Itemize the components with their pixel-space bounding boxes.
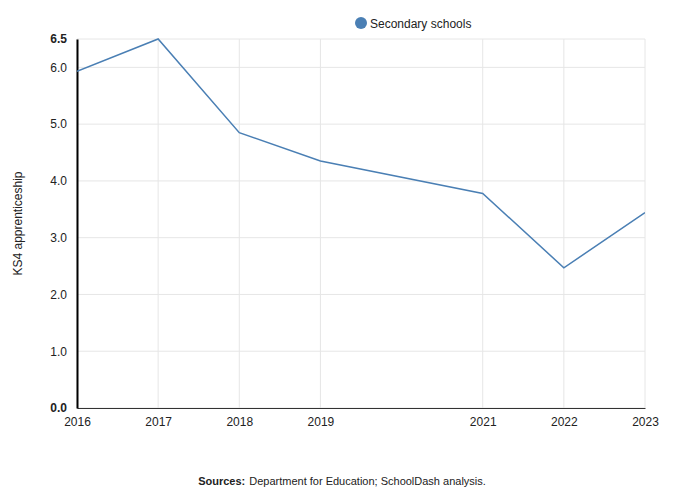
- y-tick-label: 4.0: [50, 174, 67, 188]
- y-tick-label: 1.0: [50, 345, 67, 359]
- x-tick: 2016: [64, 408, 91, 429]
- y-tick: 3.0: [50, 231, 77, 245]
- y-tick: 6.5: [50, 32, 77, 46]
- series-line: [77, 39, 645, 268]
- source-label: Sources:: [198, 475, 245, 487]
- y-tick: 0.0: [50, 401, 77, 415]
- x-tick-label: 2018: [226, 415, 253, 429]
- x-axis: 2016 2017 2018 2019 2021 2022 2023: [64, 408, 659, 429]
- grid-line: [77, 180, 645, 181]
- plot-area: [77, 39, 645, 268]
- grid-line: [158, 39, 159, 408]
- y-tick: 1.0: [50, 345, 77, 359]
- x-tick-label: 2019: [308, 415, 335, 429]
- y-tick-label: 2.0: [50, 288, 67, 302]
- y-tick-label: 6.0: [50, 61, 67, 75]
- grid: [77, 39, 645, 408]
- x-tick: 2021: [470, 408, 497, 429]
- grid-line: [77, 408, 645, 409]
- grid-line: [77, 294, 645, 295]
- grid-line: [239, 39, 240, 408]
- grid-line: [77, 39, 78, 408]
- y-tick-label: 3.0: [50, 231, 67, 245]
- y-axis-line: [77, 40, 79, 409]
- source-note: Sources: Department for Education; School…: [198, 475, 486, 487]
- y-axis-title: KS4 apprenticeship: [11, 171, 25, 275]
- x-tick-label: 2016: [64, 415, 91, 429]
- y-tick: 6.0: [50, 61, 77, 75]
- legend: Secondary schools: [355, 17, 471, 31]
- y-axis: 0.0 1.0 2.0 3.0 4.0 5.0 6.0 6.5: [50, 32, 77, 415]
- grid-line: [77, 39, 645, 40]
- x-tick-label: 2017: [145, 415, 172, 429]
- y-tick: 5.0: [50, 117, 77, 131]
- x-tick: 2017: [145, 408, 172, 429]
- y-tick: 2.0: [50, 288, 77, 302]
- grid-line: [77, 67, 645, 68]
- grid-line: [77, 237, 645, 238]
- grid-line: [645, 39, 646, 408]
- grid-line: [563, 39, 564, 408]
- legend-marker: [355, 17, 367, 29]
- source-text: Department for Education; SchoolDash ana…: [249, 475, 486, 487]
- grid-line: [320, 39, 321, 408]
- chart: 2016 2017 2018 2019 2021 2022 2023 0.0 1.0 2.0 3.0…: [0, 0, 700, 500]
- x-tick: 2022: [551, 408, 578, 429]
- grid-line: [77, 124, 645, 125]
- x-tick: 2019: [308, 408, 335, 429]
- x-tick: 2023: [632, 408, 659, 429]
- legend-label: Secondary schools: [370, 17, 471, 31]
- x-tick-label: 2022: [551, 415, 578, 429]
- x-tick: 2018: [226, 408, 253, 429]
- x-axis-line: [78, 408, 646, 409]
- y-tick-label: 5.0: [50, 117, 67, 131]
- x-tick-label: 2021: [470, 415, 497, 429]
- y-tick-label: 6.5: [50, 32, 67, 46]
- grid-line: [482, 39, 483, 408]
- grid-line: [77, 351, 645, 352]
- x-tick-label: 2023: [632, 415, 659, 429]
- y-tick-label: 0.0: [50, 401, 67, 415]
- y-tick: 4.0: [50, 174, 77, 188]
